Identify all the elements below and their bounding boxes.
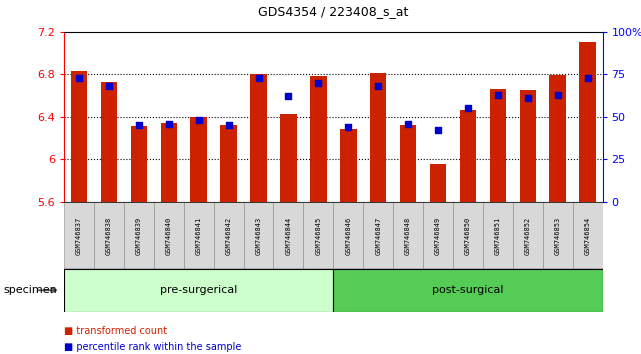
Bar: [160, 123, 177, 202]
Point: [224, 122, 234, 128]
Bar: [221, 125, 237, 202]
Text: GSM746850: GSM746850: [465, 216, 471, 255]
Point: [583, 75, 593, 81]
Bar: [340, 129, 356, 202]
Point: [493, 92, 503, 98]
Point: [194, 118, 204, 123]
Text: GSM746842: GSM746842: [226, 216, 231, 255]
Bar: [393, 202, 423, 269]
Bar: [184, 202, 213, 269]
Bar: [363, 202, 393, 269]
Text: GSM746847: GSM746847: [375, 216, 381, 255]
Text: GSM746840: GSM746840: [166, 216, 172, 255]
Point: [522, 95, 533, 101]
Bar: [549, 75, 566, 202]
Bar: [71, 71, 87, 202]
Bar: [303, 202, 333, 269]
Text: GSM746845: GSM746845: [315, 216, 321, 255]
Bar: [154, 202, 184, 269]
Text: GSM746844: GSM746844: [285, 216, 292, 255]
Point: [163, 121, 174, 126]
Bar: [274, 202, 303, 269]
Bar: [513, 202, 543, 269]
Point: [553, 92, 563, 98]
Bar: [94, 202, 124, 269]
Text: GSM746852: GSM746852: [525, 216, 531, 255]
Bar: [490, 89, 506, 202]
Bar: [64, 269, 333, 312]
Point: [433, 127, 443, 133]
Bar: [579, 42, 596, 202]
Text: GSM746839: GSM746839: [136, 216, 142, 255]
Text: GDS4354 / 223408_s_at: GDS4354 / 223408_s_at: [258, 5, 408, 18]
Bar: [520, 90, 536, 202]
Point: [463, 105, 473, 111]
Text: ■ transformed count: ■ transformed count: [64, 326, 167, 336]
Point: [253, 75, 263, 81]
Bar: [131, 126, 147, 202]
Bar: [244, 202, 274, 269]
Bar: [101, 82, 117, 202]
Bar: [213, 202, 244, 269]
Text: GSM746838: GSM746838: [106, 216, 112, 255]
Text: GSM746851: GSM746851: [495, 216, 501, 255]
Text: GSM746841: GSM746841: [196, 216, 202, 255]
Bar: [333, 269, 603, 312]
Text: GSM746853: GSM746853: [554, 216, 561, 255]
Bar: [280, 114, 297, 202]
Bar: [400, 125, 417, 202]
Text: pre-surgerical: pre-surgerical: [160, 285, 237, 295]
Text: GSM746843: GSM746843: [256, 216, 262, 255]
Text: GSM746837: GSM746837: [76, 216, 82, 255]
Bar: [543, 202, 572, 269]
Bar: [64, 202, 94, 269]
Text: specimen: specimen: [3, 285, 57, 295]
Point: [373, 84, 383, 89]
Text: post-surgical: post-surgical: [432, 285, 504, 295]
Text: GSM746854: GSM746854: [585, 216, 590, 255]
Point: [403, 121, 413, 126]
Bar: [310, 76, 326, 202]
Text: GSM746848: GSM746848: [405, 216, 411, 255]
Point: [343, 124, 353, 130]
Bar: [423, 202, 453, 269]
Bar: [124, 202, 154, 269]
Bar: [572, 202, 603, 269]
Bar: [483, 202, 513, 269]
Point: [313, 80, 324, 86]
Bar: [190, 117, 207, 202]
Text: GSM746849: GSM746849: [435, 216, 441, 255]
Bar: [333, 202, 363, 269]
Bar: [370, 73, 387, 202]
Text: GSM746846: GSM746846: [345, 216, 351, 255]
Point: [283, 93, 294, 99]
Bar: [429, 164, 446, 202]
Text: ■ percentile rank within the sample: ■ percentile rank within the sample: [64, 342, 242, 352]
Point: [74, 75, 84, 81]
Bar: [453, 202, 483, 269]
Point: [134, 122, 144, 128]
Bar: [460, 110, 476, 202]
Point: [104, 84, 114, 89]
Bar: [250, 74, 267, 202]
